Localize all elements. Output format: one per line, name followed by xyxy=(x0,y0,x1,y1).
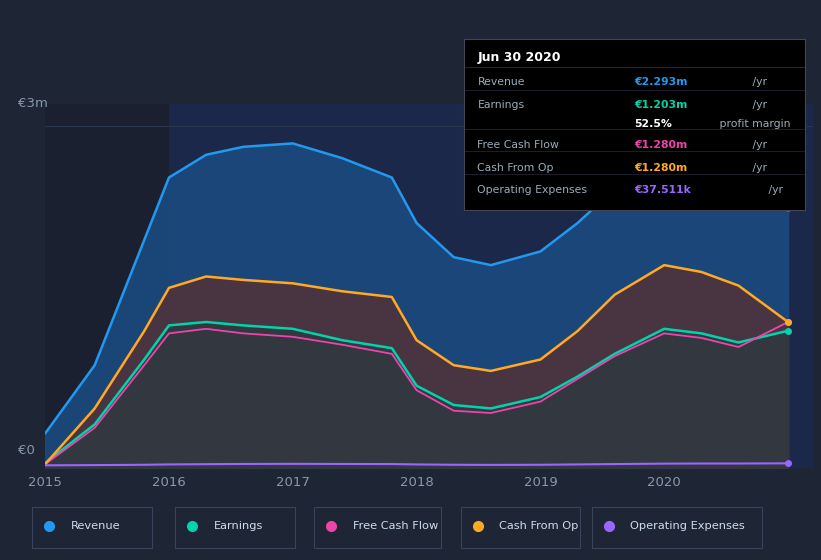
Text: Operating Expenses: Operating Expenses xyxy=(631,521,745,531)
Text: €1.280m: €1.280m xyxy=(635,140,687,150)
Text: €37.511k: €37.511k xyxy=(635,185,691,195)
Text: €3m: €3m xyxy=(18,97,48,110)
Text: Cash From Op: Cash From Op xyxy=(478,163,554,173)
Text: Cash From Op: Cash From Op xyxy=(499,521,579,531)
Text: €0: €0 xyxy=(18,444,35,458)
Text: Earnings: Earnings xyxy=(478,100,525,110)
Text: €1.280m: €1.280m xyxy=(635,163,687,173)
Text: /yr: /yr xyxy=(749,163,767,173)
Text: 52.5%: 52.5% xyxy=(635,119,672,129)
Text: /yr: /yr xyxy=(749,140,767,150)
Text: Free Cash Flow: Free Cash Flow xyxy=(353,521,438,531)
Text: Operating Expenses: Operating Expenses xyxy=(478,185,588,195)
Text: profit margin: profit margin xyxy=(716,119,791,129)
Text: €2.293m: €2.293m xyxy=(635,77,688,87)
Text: Jun 30 2020: Jun 30 2020 xyxy=(478,51,561,64)
Text: Free Cash Flow: Free Cash Flow xyxy=(478,140,559,150)
Text: /yr: /yr xyxy=(765,185,783,195)
Text: Earnings: Earnings xyxy=(213,521,263,531)
Text: /yr: /yr xyxy=(749,77,767,87)
Bar xyxy=(169,104,813,468)
Text: €1.203m: €1.203m xyxy=(635,100,688,110)
Text: Revenue: Revenue xyxy=(478,77,525,87)
Text: /yr: /yr xyxy=(749,100,767,110)
Text: Revenue: Revenue xyxy=(71,521,121,531)
